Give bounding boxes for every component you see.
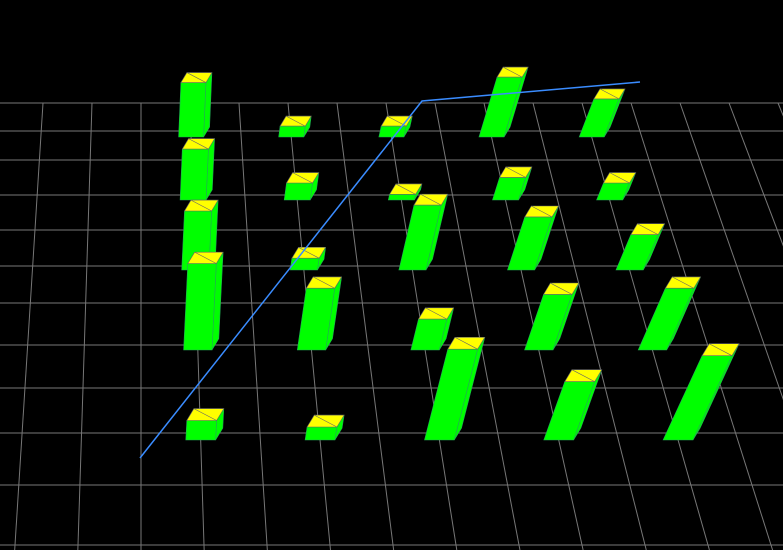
bar	[615, 223, 666, 271]
grid-line	[630, 102, 774, 550]
bar	[492, 166, 533, 201]
bar-top-diagonal	[298, 247, 320, 259]
bar-top-diagonal	[292, 172, 313, 184]
bar-front	[378, 125, 407, 138]
grid-line	[679, 102, 783, 401]
bar-top-diagonal	[312, 276, 335, 289]
bar	[304, 414, 345, 441]
bar	[524, 282, 580, 351]
grid-line	[532, 102, 647, 550]
bar	[637, 276, 702, 351]
trace-line	[139, 81, 641, 459]
bar-front	[179, 148, 209, 201]
bar-front	[183, 263, 217, 351]
bar	[507, 205, 560, 271]
bar-top-diagonal	[637, 223, 659, 235]
bar-top-diagonal	[505, 166, 526, 178]
bar-top-diagonal	[420, 193, 442, 206]
bar-top-diagonal	[502, 66, 523, 78]
bar-front	[278, 125, 306, 138]
bar-top-diagonal	[190, 199, 212, 212]
bar-top-diagonal	[425, 307, 448, 320]
bar-front	[637, 287, 695, 351]
bar-top-diagonal	[571, 369, 595, 382]
bar-top-diagonal	[188, 138, 209, 150]
grid-line	[434, 102, 521, 550]
bar-top-diagonal	[186, 72, 207, 83]
bar-top-diagonal	[609, 172, 630, 184]
bar	[289, 247, 327, 271]
bar	[185, 408, 225, 441]
grid-line	[77, 102, 93, 550]
bar	[179, 138, 216, 201]
grid-line	[238, 102, 268, 550]
bar	[478, 66, 529, 138]
bar	[424, 336, 486, 441]
bar-top-diagonal	[193, 408, 217, 421]
bar	[387, 183, 423, 201]
bar-top-diagonal	[672, 276, 694, 289]
bar-front	[662, 355, 733, 441]
bars	[178, 66, 740, 441]
bar	[278, 115, 312, 138]
bar-top-diagonal	[454, 336, 478, 350]
bar-front	[289, 257, 320, 271]
bar	[596, 172, 637, 201]
bar-top-diagonal	[194, 251, 217, 264]
bar	[543, 369, 603, 441]
bar-front	[387, 194, 416, 201]
grid-line	[581, 102, 710, 550]
bar-top-diagonal	[599, 88, 620, 100]
bar-front	[185, 420, 217, 441]
bar	[398, 193, 449, 271]
grid-line	[336, 102, 395, 550]
bar-front	[304, 426, 338, 441]
bar	[662, 343, 740, 441]
bar-front	[178, 82, 207, 138]
bar	[296, 276, 343, 351]
grid-line	[728, 102, 783, 247]
bar	[283, 172, 320, 201]
bar	[183, 251, 224, 351]
bar	[410, 307, 455, 351]
bar	[178, 72, 213, 138]
grid-line	[14, 102, 44, 550]
bar-top-diagonal	[314, 414, 338, 428]
bar-top-diagonal	[709, 343, 733, 356]
bar-front	[283, 182, 313, 201]
bar-top-diagonal	[285, 115, 306, 127]
bar	[578, 88, 626, 138]
bar-top-diagonal	[550, 282, 573, 295]
bar-top-diagonal	[531, 205, 553, 218]
grid-line	[777, 102, 783, 117]
bar-top-diagonal	[395, 183, 416, 195]
